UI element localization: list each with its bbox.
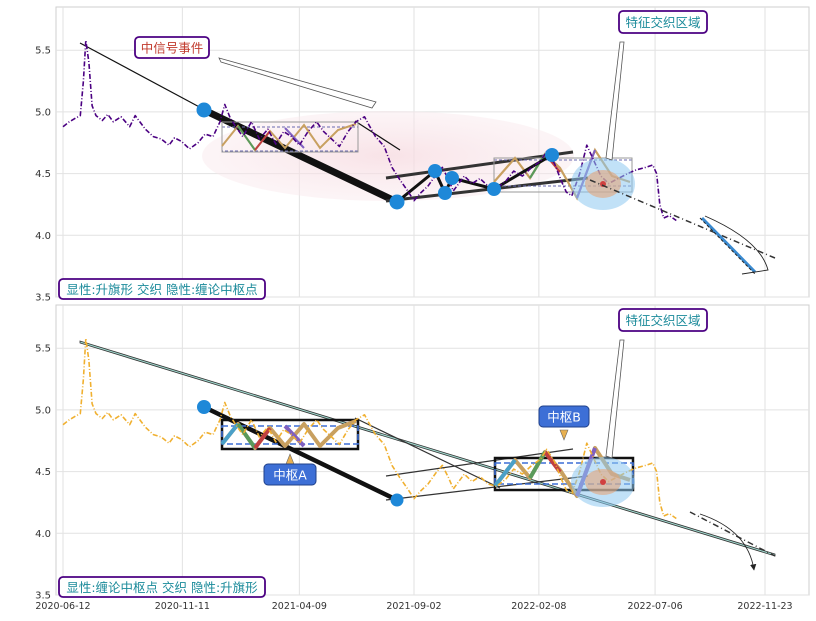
top-signal-label: 中信号事件 [141,41,204,56]
top-node [196,102,212,118]
top-node [487,182,501,196]
bottom-y-tick-label: 3.5 [35,591,51,602]
x-tick-label: 2022-07-06 [627,601,682,612]
top-channel-upper [385,150,574,180]
top-center-box-a-outer [221,121,359,153]
top-trend-line [79,42,206,111]
bottom-legend-label: 显性:缠论中枢点 交织 隐性:升旗形 [66,580,258,595]
bottom-zigzag-b-green [528,451,547,479]
bottom-feature-label-box [618,308,708,332]
bottom-zigzag-a-purple [283,424,306,448]
top-legend-label: 显性:升旗形 交织 隐性:缠论中枢点 [66,282,257,297]
bottom-center-b-pointer [559,429,569,441]
top-feature-arrow [605,41,625,161]
bottom-trend-line-2 [354,417,501,489]
bottom-x-ticks: 2020-06-12 2020-11-11 2021-04-09 2021-09-02… [35,601,792,612]
bottom-zigzag-b-blue [493,458,517,488]
top-y-tick-label: 3.5 [35,293,51,304]
x-tick-label: 2022-11-23 [737,601,792,612]
top-node [438,186,452,200]
top-node [389,194,405,210]
bottom-center-a-badge [263,463,317,486]
bottom-node [390,493,404,507]
bottom-channel-lower [385,475,589,501]
bottom-panel: 3.5 4.0 4.5 5.0 5.5 2020-06-12 2020-11-11 2021… [35,304,810,612]
top-node [428,164,442,178]
bottom-projection-curve [699,513,757,571]
top-feature-label-box [618,10,708,34]
top-legend-box [58,278,266,300]
bottom-y-tick-label: 4.5 [35,467,51,478]
bottom-legend-box [58,576,266,598]
x-tick-label: 2022-02-08 [511,601,566,612]
bottom-grid [56,305,809,596]
bottom-projection-line [689,511,776,557]
x-tick-label: 2020-11-11 [155,601,210,612]
bottom-center-b-label: 中枢B [547,410,581,425]
top-panel: 3.5 4.0 4.5 5.0 5.5 [35,6,810,304]
x-tick-label: 2021-09-02 [386,601,441,612]
bottom-y-tick-label: 5.0 [35,405,51,416]
top-node [545,148,559,162]
top-y-tick-label: 5.0 [35,107,51,118]
bottom-y-ticks: 3.5 4.0 4.5 5.0 5.5 [35,344,51,602]
top-zigzag-seg-red [254,130,271,151]
top-interweave-ellipse [202,111,574,201]
bottom-feature-arrow [605,339,625,459]
top-signal-label-box [134,36,210,59]
top-node [445,171,459,185]
bottom-center-b-badge [538,405,590,428]
top-zigzag-seg-purple [284,127,305,149]
top-projection-line [589,179,776,259]
x-tick-label: 2021-04-09 [272,601,327,612]
bottom-node [197,400,211,414]
bottom-zigzag-a-green [236,422,257,450]
bottom-flag-pole [201,404,400,503]
bottom-glow-dot [600,479,606,485]
top-trend-line-2 [354,120,401,151]
bottom-zigzag-a-blue [220,422,240,446]
top-projection-dotted [699,217,756,275]
top-y-ticks: 3.5 4.0 4.5 5.0 5.5 [35,46,51,304]
top-zigzag-seg-green [237,125,256,151]
bottom-center-box-a-inner [221,425,359,445]
top-projection-blue [700,216,757,274]
top-y-tick-label: 4.5 [35,169,51,180]
bottom-center-a-label: 中枢A [273,468,307,483]
x-tick-label: 2020-06-12 [35,601,90,612]
top-y-tick-label: 5.5 [35,46,51,57]
top-flag-pole [200,106,401,206]
top-signal-arrow [218,57,377,109]
top-projection-curve [704,215,769,275]
top-feature-label: 特征交织区域 [625,15,700,30]
bottom-y-tick-label: 4.0 [35,529,51,540]
bottom-y-tick-label: 5.5 [35,344,51,355]
bottom-zigzag-a-red [253,426,272,450]
top-channel-lower [385,176,589,203]
top-y-tick-label: 4.0 [35,231,51,242]
bottom-feature-label: 特征交织区域 [625,313,700,328]
